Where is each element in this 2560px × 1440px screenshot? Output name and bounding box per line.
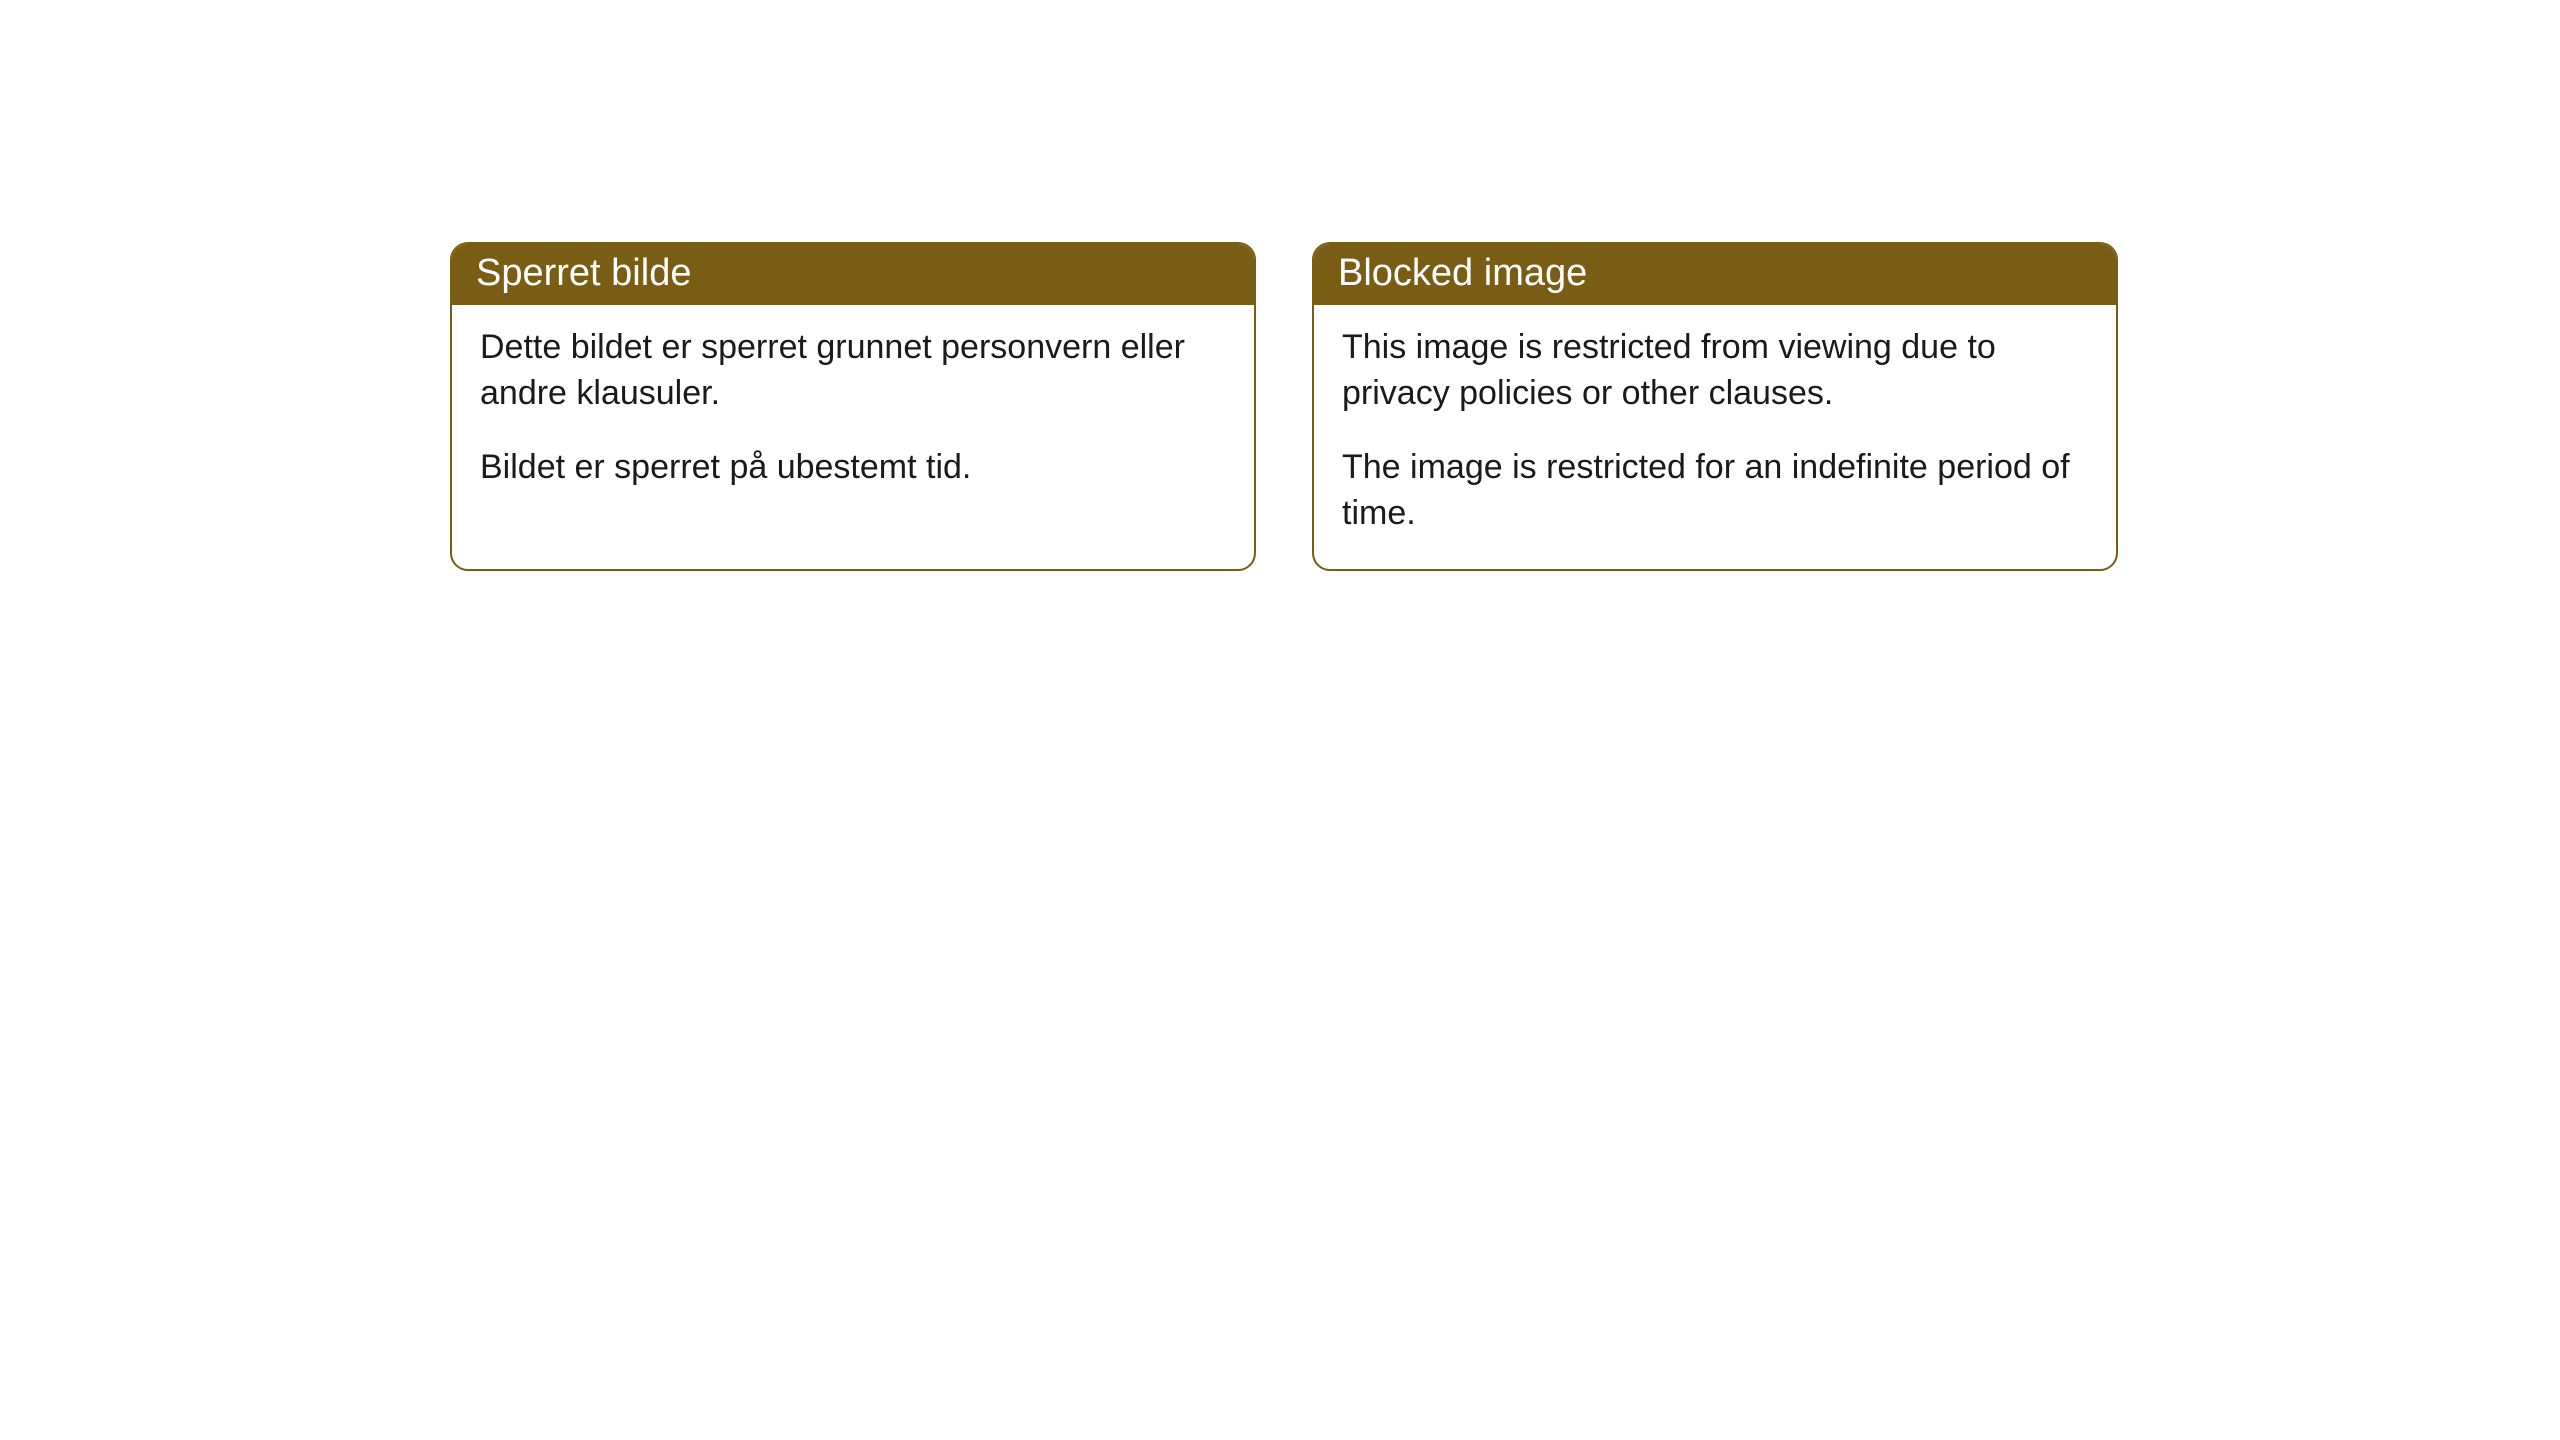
notice-text: Bildet er sperret på ubestemt tid.	[480, 445, 1226, 491]
notice-text: The image is restricted for an indefinit…	[1342, 445, 2088, 537]
card-body: This image is restricted from viewing du…	[1314, 305, 2116, 569]
notice-text: Dette bildet er sperret grunnet personve…	[480, 325, 1226, 417]
card-header: Blocked image	[1314, 244, 2116, 305]
card-header: Sperret bilde	[452, 244, 1254, 305]
notice-text: This image is restricted from viewing du…	[1342, 325, 2088, 417]
notice-container: Sperret bilde Dette bildet er sperret gr…	[450, 242, 2118, 571]
card-body: Dette bildet er sperret grunnet personve…	[452, 305, 1254, 523]
notice-card-english: Blocked image This image is restricted f…	[1312, 242, 2118, 571]
notice-card-norwegian: Sperret bilde Dette bildet er sperret gr…	[450, 242, 1256, 571]
